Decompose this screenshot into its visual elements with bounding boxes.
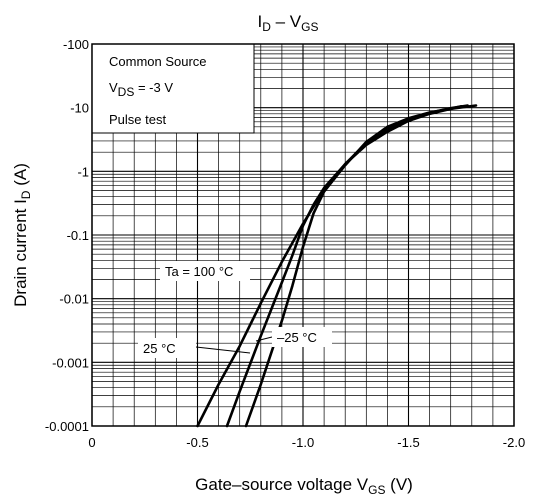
series-layer (196, 104, 478, 428)
y-tick-label: -100 (63, 37, 89, 52)
y-tick-label: -0.1 (67, 228, 89, 243)
annotation-label: –25 °C (277, 330, 317, 345)
x-axis-ticks: 0 -0.5 -1.0 -1.5 -2.0 (88, 435, 525, 450)
y-tick-label: -0.01 (59, 292, 89, 307)
x-tick-label: -1.5 (397, 435, 419, 450)
plot-frame (91, 43, 515, 427)
annotation-label: 25 °C (143, 341, 176, 356)
annotation-layer: Ta = 100 °C 25 °C –25 °C (138, 261, 332, 358)
x-tick-label: -0.5 (186, 435, 208, 450)
y-tick-label: -0.001 (52, 355, 89, 370)
x-axis-title: Gate–source voltage VGS (V) (195, 475, 413, 497)
x-tick-label: -2.0 (503, 435, 525, 450)
conditions-box: Common Source VDS = -3 V Pulse test (91, 43, 255, 134)
annotation-label: Ta = 100 °C (165, 264, 233, 279)
y-axis-ticks: -0.0001 -0.001 -0.01 -0.1 -1 -10 -100 (45, 37, 89, 434)
annotation-leader (255, 336, 273, 342)
chart-title: ID – VGS (258, 12, 319, 34)
conditions-line-vds: VDS = -3 V (109, 80, 173, 99)
x-tick-label: -1.0 (292, 435, 314, 450)
annotation-box (272, 327, 332, 347)
y-tick-label: -10 (70, 101, 89, 116)
y-tick-label: -0.0001 (45, 419, 89, 434)
series-line-3 (244, 104, 478, 428)
x-tick-label: 0 (88, 435, 95, 450)
annotation-box (160, 261, 250, 281)
y-axis-title: Drain current ID (A) (11, 163, 33, 307)
conditions-line-common-source: Common Source (109, 54, 207, 69)
annotation-leader (195, 346, 251, 354)
conditions-line-pulse-test: Pulse test (109, 112, 166, 127)
annotation-box (138, 338, 196, 358)
y-tick-label: -1 (77, 164, 89, 179)
